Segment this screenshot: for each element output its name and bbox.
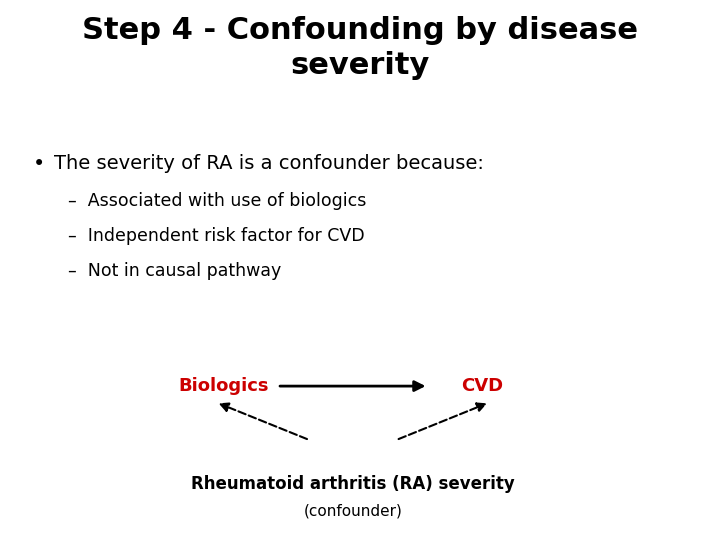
Text: •: •: [32, 154, 45, 174]
Text: –  Not in causal pathway: – Not in causal pathway: [68, 262, 282, 280]
Text: CVD: CVD: [462, 377, 503, 395]
Text: Rheumatoid arthritis (RA) severity: Rheumatoid arthritis (RA) severity: [191, 475, 515, 493]
Text: –  Independent risk factor for CVD: – Independent risk factor for CVD: [68, 227, 365, 245]
Text: (confounder): (confounder): [303, 504, 402, 519]
Text: –  Associated with use of biologics: – Associated with use of biologics: [68, 192, 366, 210]
Text: The severity of RA is a confounder because:: The severity of RA is a confounder becau…: [54, 154, 484, 173]
Text: Biologics: Biologics: [178, 377, 269, 395]
Text: Step 4 - Confounding by disease
severity: Step 4 - Confounding by disease severity: [82, 16, 638, 80]
